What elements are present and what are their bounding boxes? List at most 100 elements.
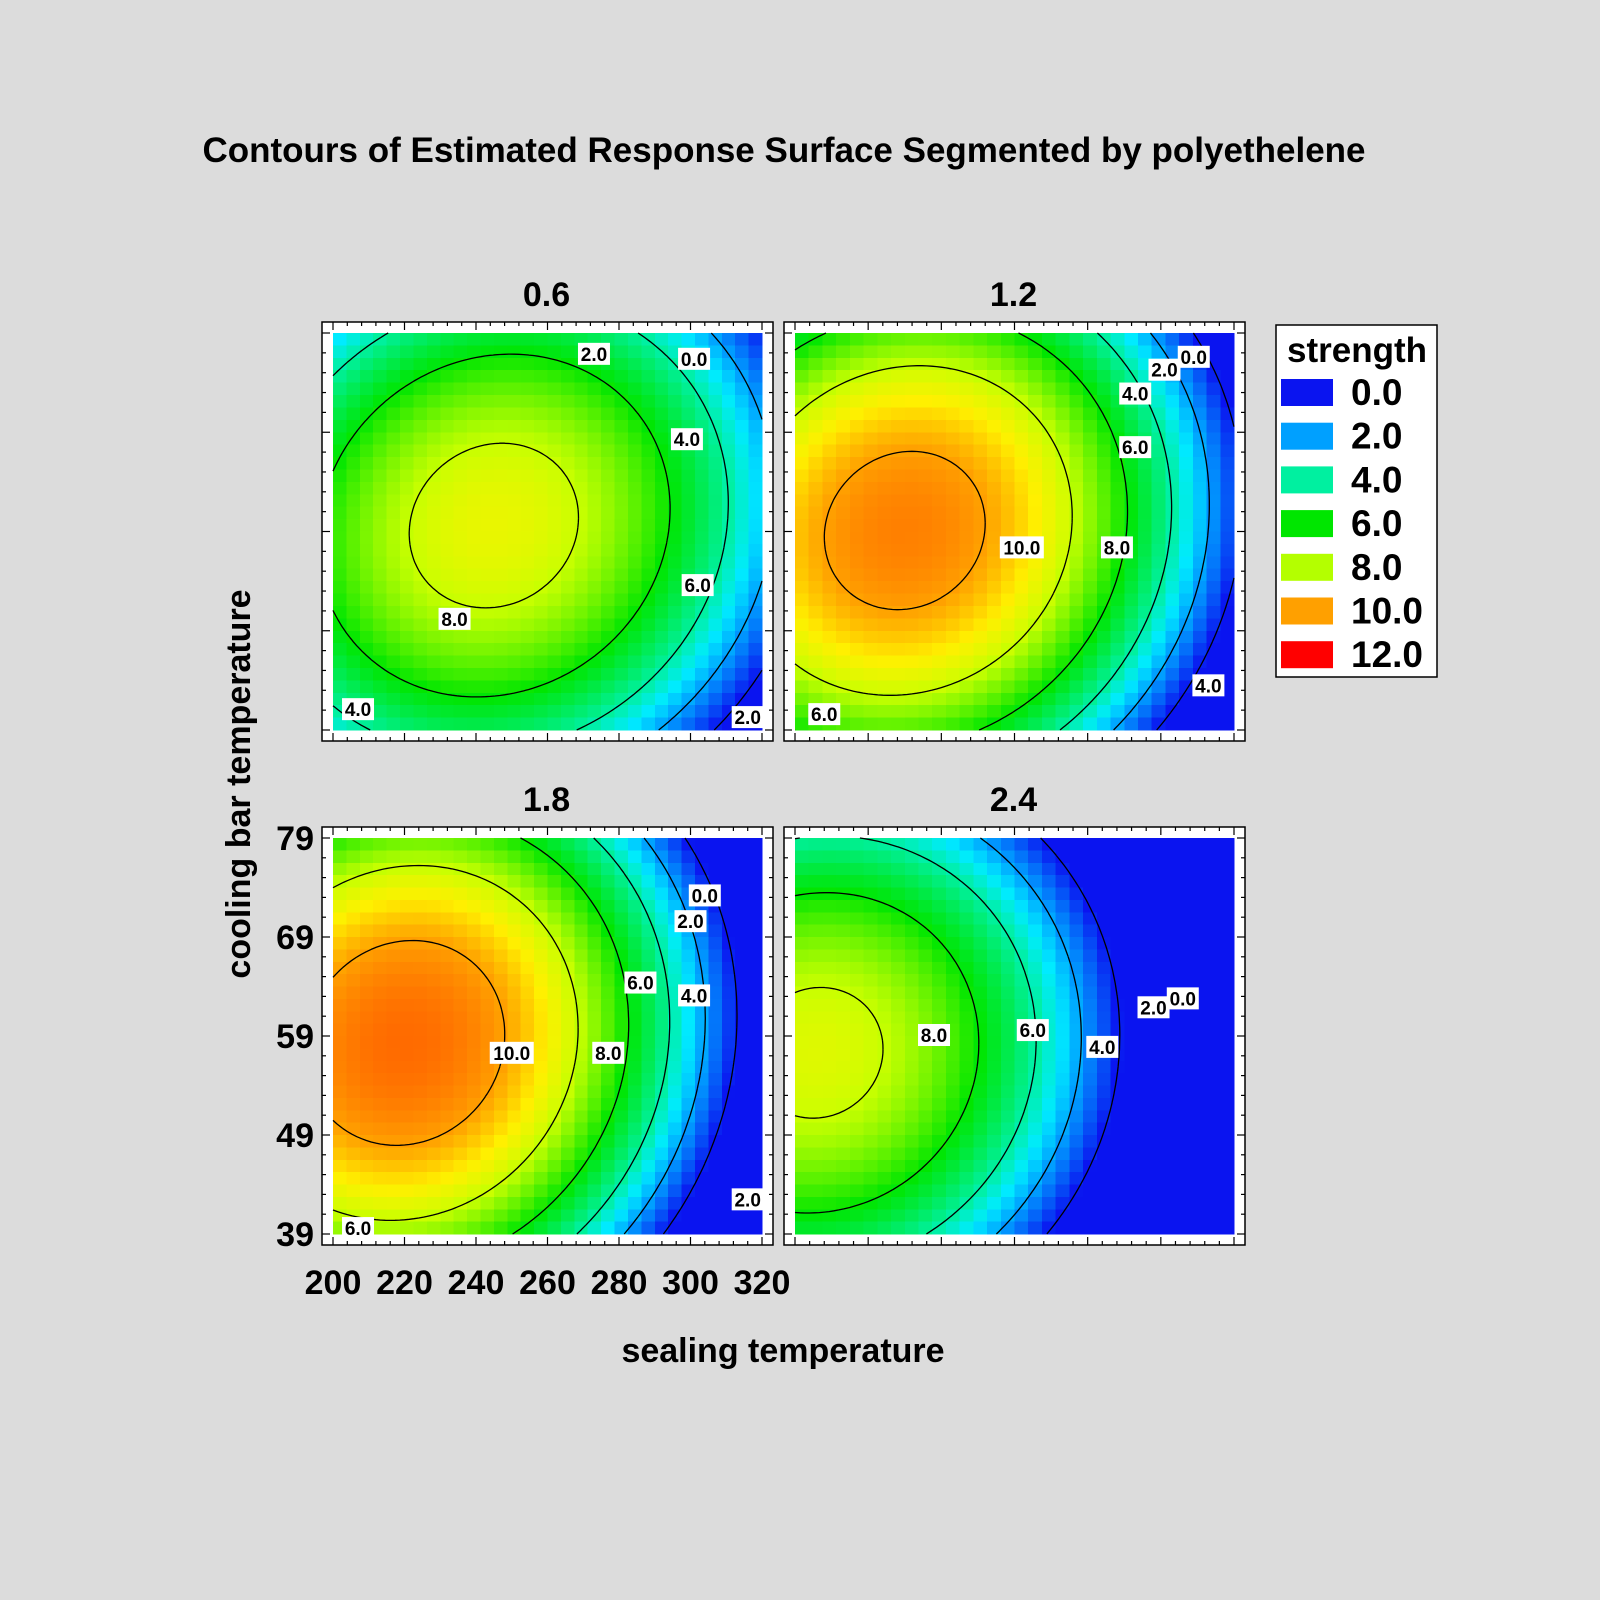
heatmap-cell: [547, 1147, 562, 1161]
heatmap-cell: [507, 887, 522, 901]
heatmap-cell: [748, 370, 763, 384]
heatmap-cell: [1000, 1159, 1016, 1173]
heatmap-cell: [614, 1085, 629, 1099]
heatmap-cell: [987, 1209, 1002, 1223]
heatmap-cell: [1110, 949, 1125, 963]
heatmap-cell: [614, 1122, 629, 1136]
heatmap-cell: [849, 692, 865, 706]
heatmap-cell: [534, 717, 549, 731]
heatmap-cell: [507, 630, 522, 644]
heatmap-cell: [904, 1159, 920, 1173]
heatmap-cell: [795, 717, 810, 731]
heatmap-cell: [333, 717, 348, 731]
heatmap-cell: [560, 680, 575, 694]
heatmap-cell: [547, 838, 562, 851]
heatmap-cell: [386, 875, 401, 889]
heatmap-cell: [641, 407, 656, 421]
heatmap-cell: [413, 862, 428, 876]
heatmap-cell: [400, 1196, 415, 1210]
heatmap-cell: [413, 949, 428, 963]
heatmap-cell: [808, 531, 824, 545]
heatmap-cell: [904, 1085, 920, 1099]
heatmap-cell: [373, 1135, 388, 1148]
heatmap-cell: [346, 1122, 361, 1136]
heatmap-cell: [641, 1060, 656, 1074]
heatmap-cell: [1055, 1011, 1070, 1025]
heatmap-cell: [654, 1048, 669, 1062]
heatmap-cell: [932, 887, 947, 901]
heatmap-cell: [534, 1110, 549, 1124]
heatmap-cell: [587, 618, 602, 632]
heatmap-cell: [1055, 419, 1070, 433]
heatmap-cell: [1179, 961, 1194, 975]
heatmap-cell: [1179, 556, 1194, 570]
heatmap-cell: [507, 924, 522, 938]
heatmap-cell: [1165, 593, 1180, 607]
heatmap-cell: [1028, 667, 1043, 681]
heatmap-cell: [808, 1184, 824, 1198]
heatmap-cell: [453, 407, 468, 421]
heatmap-cell: [735, 1159, 750, 1173]
heatmap-cell: [1069, 568, 1084, 582]
heatmap-cell: [1000, 1110, 1016, 1124]
heatmap-cell: [413, 717, 428, 731]
heatmap-cell: [877, 581, 892, 595]
heatmap-cell: [863, 680, 878, 694]
heatmap-cell: [932, 1209, 947, 1223]
heatmap-cell: [973, 1196, 988, 1210]
heatmap-cell: [413, 1073, 428, 1087]
heatmap-cell: [945, 370, 961, 384]
heatmap-cell: [480, 643, 495, 657]
contour-label: 4.0: [342, 698, 375, 721]
heatmap-cell: [333, 924, 348, 938]
heatmap-cell: [1000, 395, 1016, 409]
heatmap-cell: [735, 605, 750, 619]
contour-label: 2.0: [731, 706, 764, 729]
heatmap-cell: [520, 705, 535, 719]
heatmap-cell: [668, 949, 683, 963]
heatmap-cell: [708, 986, 723, 1000]
heatmap-cell: [1220, 1036, 1235, 1049]
heatmap-cell: [1124, 370, 1139, 384]
heatmap-cell: [1151, 1209, 1167, 1223]
heatmap-cell: [480, 1147, 495, 1161]
heatmap-cell: [836, 469, 851, 483]
heatmap-cell: [386, 705, 401, 719]
heatmap-cell: [1137, 961, 1153, 975]
heatmap-cell: [453, 1184, 468, 1198]
heatmap-cell: [795, 444, 810, 458]
heatmap-cell: [681, 469, 696, 483]
heatmap-cell: [891, 506, 906, 520]
heatmap-cell: [534, 1184, 549, 1198]
heatmap-cell: [614, 382, 629, 396]
heatmap-cell: [386, 395, 401, 409]
heatmap-cell: [932, 680, 947, 694]
heatmap-cell: [1206, 1147, 1221, 1161]
heatmap-cell: [1028, 357, 1043, 371]
heatmap-cell: [1192, 630, 1208, 644]
heatmap-cell: [359, 481, 374, 495]
heatmap-cell: [863, 419, 878, 433]
heatmap-cell: [1220, 912, 1235, 926]
heatmap-cell: [507, 581, 522, 595]
heatmap-cell: [808, 457, 824, 471]
heatmap-cell: [1000, 1097, 1016, 1111]
heatmap-cell: [1069, 481, 1084, 495]
heatmap-cell: [333, 912, 348, 926]
heatmap-cell: [945, 519, 961, 533]
heatmap-cell: [1069, 655, 1084, 669]
heatmap-cell: [1041, 1172, 1057, 1186]
heatmap-cell: [668, 407, 683, 421]
heatmap-cell: [627, 1172, 642, 1186]
heatmap-cell: [641, 444, 656, 458]
heatmap-cell: [373, 1196, 388, 1210]
heatmap-cell: [735, 457, 750, 471]
contour-label: 6.0: [1016, 1019, 1049, 1042]
heatmap-cell: [1220, 887, 1235, 901]
heatmap-cell: [849, 618, 865, 632]
heatmap-cell: [346, 986, 361, 1000]
heatmap-cell: [735, 655, 750, 669]
heatmap-cell: [1137, 469, 1153, 483]
heatmap-cell: [560, 924, 575, 938]
heatmap-cell: [863, 1209, 878, 1223]
